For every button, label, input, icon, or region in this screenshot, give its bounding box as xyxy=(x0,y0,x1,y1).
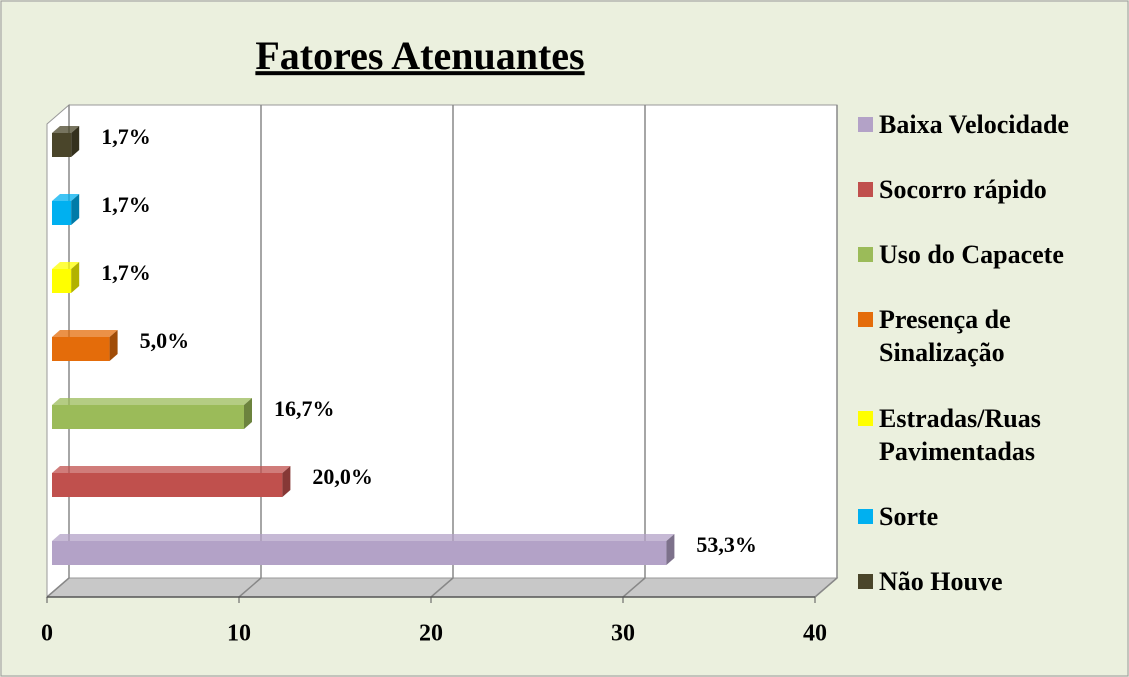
bar-front xyxy=(52,133,72,157)
x-tick-label: 30 xyxy=(611,621,635,647)
legend-label: Estradas/Ruas Pavimentadas xyxy=(879,403,1041,466)
bar-top xyxy=(52,330,118,337)
x-tick-label: 10 xyxy=(227,621,251,647)
legend-label: Uso do Capacete xyxy=(879,240,1064,270)
x-tick-label: 40 xyxy=(803,621,827,647)
legend-item: Estradas/Ruas Pavimentadas xyxy=(858,402,1120,468)
bar xyxy=(52,398,252,429)
bar-top xyxy=(52,194,80,201)
legend: Baixa Velocidade Socorro rápido Uso do Cap… xyxy=(858,108,1120,598)
x-tick-label: 0 xyxy=(41,621,53,647)
value-label: 16,7% xyxy=(274,396,335,421)
legend-swatch xyxy=(858,182,873,198)
legend-item: Não Houve xyxy=(858,565,1120,598)
legend-item: Socorro rápido xyxy=(858,173,1120,206)
bar-top xyxy=(52,398,252,405)
legend-item: Uso do Capacete xyxy=(858,238,1120,271)
legend-label: Socorro rápido xyxy=(879,175,1047,205)
bar-front xyxy=(52,337,110,361)
grid-line xyxy=(430,105,454,598)
legend-label: Não Houve xyxy=(879,566,1003,596)
bar-side xyxy=(71,262,80,293)
bar-side xyxy=(71,126,80,157)
bar-side xyxy=(666,534,675,565)
grid-line xyxy=(622,105,646,598)
legend-swatch xyxy=(858,117,873,132)
bar xyxy=(52,466,291,497)
bar-front xyxy=(52,541,667,565)
legend-item: Presença de Sinalização xyxy=(858,303,1120,369)
bar-side xyxy=(109,330,118,361)
bar xyxy=(52,126,80,157)
value-label: 1,7% xyxy=(101,124,151,149)
legend-swatch xyxy=(858,312,873,328)
bar-front xyxy=(52,405,244,429)
legend-label: Sorte xyxy=(879,501,939,531)
bar xyxy=(52,194,80,225)
legend-swatch xyxy=(858,247,873,263)
legend-swatch xyxy=(858,410,873,426)
value-label: 20,0% xyxy=(312,464,373,489)
bar xyxy=(52,534,675,565)
legend-item: Sorte xyxy=(858,500,1120,533)
bar-top xyxy=(52,126,80,133)
bar xyxy=(52,330,118,361)
bar xyxy=(52,262,80,293)
value-label: 1,7% xyxy=(101,260,151,285)
value-label: 1,7% xyxy=(101,192,151,217)
legend-label: Baixa Velocidade xyxy=(879,110,1069,139)
grid-line xyxy=(238,105,262,598)
legend-item: Baixa Velocidade xyxy=(858,108,1120,141)
chart-title: Fatores Atenuantes xyxy=(255,33,584,78)
bar-side xyxy=(71,194,80,225)
bar-top xyxy=(52,262,80,269)
legend-swatch xyxy=(858,573,873,589)
legend-label: Presença de Sinalização xyxy=(879,305,1011,368)
bar-front xyxy=(52,201,72,225)
bar-front xyxy=(52,269,72,293)
value-label: 53,3% xyxy=(696,532,757,557)
bar-top xyxy=(52,466,291,473)
bar-top xyxy=(52,534,675,541)
bar-side xyxy=(282,466,291,497)
legend-swatch xyxy=(858,508,873,524)
value-label: 5,0% xyxy=(140,328,190,353)
x-tick-label: 20 xyxy=(419,621,443,647)
bar-front xyxy=(52,473,283,497)
bar-side xyxy=(244,398,252,429)
grid-line xyxy=(814,105,838,598)
